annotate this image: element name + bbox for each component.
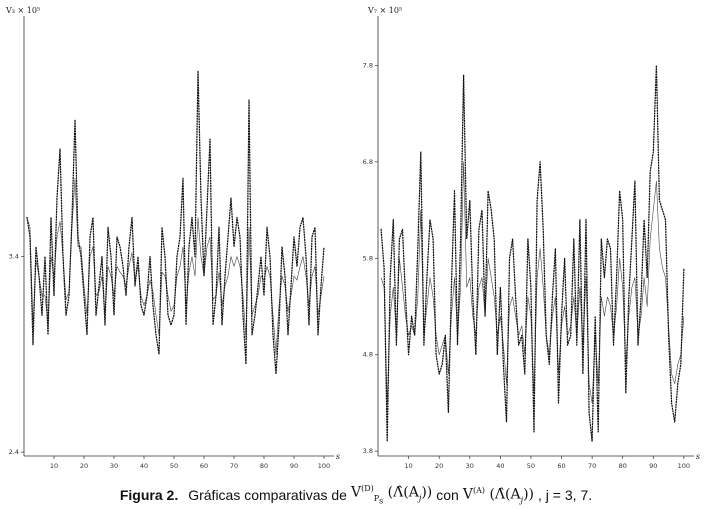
figure-canvas: V₃ × 10⁵ s 10 20 30 40 50 60 70 80 90 100 2.4 3.4 V₇ …	[5, 6, 700, 470]
y-axis-label: V₇ × 10⁵	[367, 6, 402, 15]
x-tick-label: 80	[260, 462, 268, 470]
caption-text-mid: con	[436, 487, 459, 503]
x-tick-label: 80	[619, 462, 627, 470]
series-line-dotted	[26, 70, 325, 375]
x-tick-label: 10	[404, 462, 412, 470]
y-tick-label: 5.8	[363, 254, 373, 262]
x-tick-label: 40	[496, 462, 504, 470]
x-tick-label: 20	[80, 462, 88, 470]
chart-v7: V₇ × 10⁵ s 10 20 30 40 50 60 70 80 90 100 3.8 4.8 5.8 6…	[363, 6, 700, 470]
x-tick-label: 100	[678, 462, 690, 470]
y-tick-label: 2.4	[9, 448, 19, 456]
caption-text-before: Gráficas comparativas de	[188, 487, 347, 503]
formula-arg-first: Λ̂(A	[393, 485, 419, 502]
x-tick-label: 60	[557, 462, 565, 470]
caption-formula-second: V(A) (Λ̂(Aj))	[462, 485, 535, 505]
x-tick-label: 30	[110, 462, 118, 470]
x-axis-label: s	[336, 452, 340, 461]
y-tick-label: 3.8	[363, 447, 373, 455]
chart-v3: V₃ × 10⁵ s 10 20 30 40 50 60 70 80 90 100 2.4 3.4	[5, 6, 340, 470]
y-axis-label: V₃ × 10⁵	[5, 6, 40, 15]
series-line-dotted	[380, 64, 685, 443]
x-axis-label: s	[696, 452, 700, 461]
x-tick-label: 90	[290, 462, 298, 470]
caption-formula-first: V(D)Ps (Λ̂(Aj))	[350, 484, 433, 506]
formula-v-first-sub: P	[373, 493, 380, 503]
formula-v-second: V	[462, 486, 473, 503]
x-tick-label: 40	[140, 462, 148, 470]
x-tick-label: 70	[588, 462, 596, 470]
y-tick-label: 7.8	[363, 61, 373, 69]
x-tick-label: 30	[466, 462, 474, 470]
caption-text-after: , j = 3, 7.	[538, 487, 593, 503]
y-tick-label: 4.8	[363, 351, 373, 359]
formula-arg-first-sub: j	[418, 493, 422, 503]
x-tick-label: 50	[527, 462, 535, 470]
x-tick-label: 10	[50, 462, 58, 470]
x-tick-label: 100	[318, 462, 330, 470]
x-tick-label: 50	[170, 462, 178, 470]
x-tick-label: 90	[649, 462, 657, 470]
formula-v-first: V	[350, 485, 362, 502]
formula-arg-second: Λ̂(A	[494, 486, 521, 503]
x-tick-label: 20	[435, 462, 443, 470]
formula-v-second-sup: (A)	[472, 485, 485, 495]
y-tick-label: 3.4	[9, 253, 19, 261]
figure-caption: Figura 2. Gráficas comparativas de V(D)P…	[0, 482, 712, 508]
formula-arg-second-sub: j	[520, 495, 524, 505]
formula-arg-second-close: ))	[523, 486, 535, 503]
caption-label: Figura 2.	[119, 487, 179, 503]
x-tick-label: 70	[230, 462, 238, 470]
y-tick-label: 6.8	[363, 158, 373, 166]
x-tick-label: 60	[200, 462, 208, 470]
formula-v-first-sup: (D)	[361, 484, 374, 494]
formula-v-first-subsub: s	[379, 496, 384, 506]
formula-arg-first-close: ))	[421, 485, 433, 502]
